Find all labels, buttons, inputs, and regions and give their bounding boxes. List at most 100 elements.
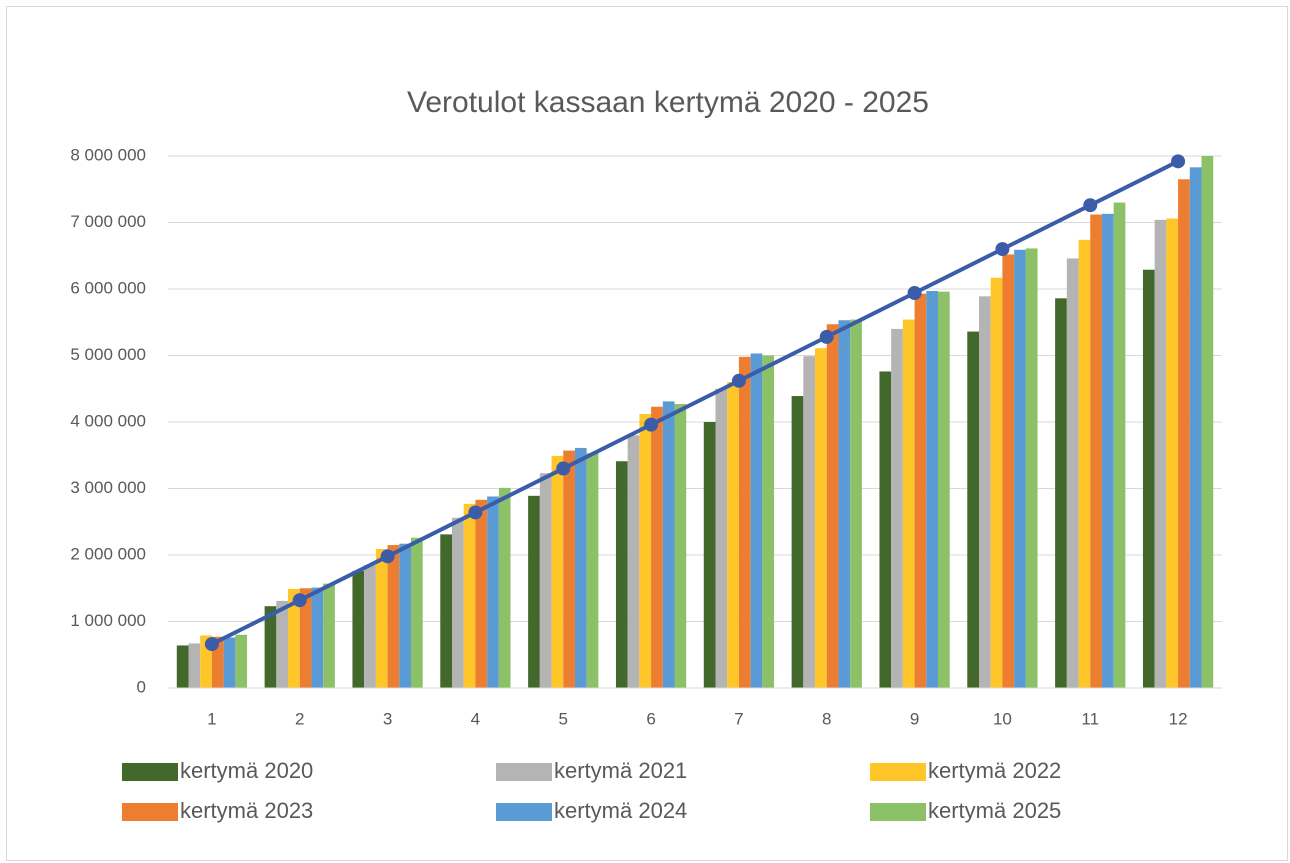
line-marker: [556, 461, 571, 476]
y-tick-label: 4 000 000: [70, 411, 146, 430]
bar: [352, 570, 365, 688]
y-tick-label: 5 000 000: [70, 345, 146, 364]
bar: [574, 447, 587, 688]
line-marker: [731, 373, 746, 388]
bar: [1178, 179, 1190, 688]
bar: [1166, 218, 1179, 688]
bar: [264, 606, 277, 688]
x-tick-label: 2: [295, 709, 304, 728]
bar: [838, 320, 851, 688]
legend-label: kertymä 2025: [928, 798, 1061, 823]
bar: [850, 319, 862, 688]
bar: [440, 534, 452, 688]
line-marker: [468, 505, 483, 520]
bar: [926, 290, 939, 688]
bar: [803, 356, 816, 688]
legend-swatch: [122, 803, 178, 821]
x-tick-label: 4: [471, 709, 480, 728]
x-tick-label: 12: [1169, 709, 1188, 728]
bar: [727, 382, 739, 688]
bar: [815, 348, 827, 688]
bar: [235, 634, 248, 688]
x-tick-label: 11: [1081, 709, 1099, 728]
bar: [211, 636, 224, 688]
bar: [188, 643, 201, 688]
chart-title: Verotulot kassaan kertymä 2020 - 2025: [407, 86, 929, 119]
bar: [715, 388, 728, 688]
bar: [311, 587, 324, 688]
legend-swatch: [870, 803, 926, 821]
bar: [738, 356, 751, 688]
bar: [826, 324, 839, 688]
line-marker: [995, 242, 1010, 257]
bar: [1189, 167, 1202, 688]
line-marker: [1083, 198, 1098, 213]
bar: [1055, 298, 1067, 688]
line-marker: [819, 329, 834, 344]
bar: [463, 503, 476, 688]
bar: [528, 495, 540, 688]
legend-swatch: [122, 763, 178, 781]
x-tick-label: 3: [383, 709, 392, 728]
bar: [967, 331, 979, 688]
line-marker: [1171, 154, 1186, 169]
bar: [475, 499, 488, 688]
bar: [978, 296, 991, 688]
bar: [674, 404, 687, 688]
bar: [200, 635, 212, 688]
bar: [1201, 156, 1214, 688]
bar: [586, 453, 599, 688]
legend-label: kertymä 2023: [180, 798, 313, 823]
bar: [323, 583, 335, 688]
bar: [1002, 254, 1015, 689]
bar: [627, 435, 640, 688]
bar: [639, 414, 652, 688]
legend-swatch: [496, 803, 552, 821]
bar: [411, 537, 423, 688]
bar: [938, 291, 950, 688]
bar: [563, 450, 575, 688]
bar: [387, 545, 400, 688]
bar: [1142, 269, 1155, 688]
x-tick-label: 8: [822, 709, 831, 728]
line-marker: [380, 549, 395, 564]
bar: [375, 549, 388, 688]
bar: [451, 517, 464, 688]
x-tick-label: 6: [646, 709, 655, 728]
bar: [539, 473, 552, 688]
bar: [651, 406, 663, 688]
bar: [914, 293, 927, 688]
x-tick-label: 10: [993, 709, 1012, 728]
y-tick-label: 0: [137, 677, 146, 696]
legend-swatch: [870, 763, 926, 781]
bar: [299, 588, 312, 688]
bar: [288, 588, 300, 688]
legend-swatch: [496, 763, 552, 781]
bar: [551, 455, 564, 688]
line-marker: [644, 417, 659, 432]
bar: [1014, 249, 1026, 688]
bar: [1154, 219, 1167, 688]
y-tick-label: 8 000 000: [70, 145, 146, 164]
y-tick-label: 1 000 000: [70, 611, 146, 630]
line-marker: [292, 593, 307, 608]
bar: [176, 645, 189, 688]
bar: [662, 401, 675, 688]
bar: [615, 461, 628, 688]
bar: [762, 355, 775, 688]
bar: [902, 319, 915, 688]
bar: [276, 600, 289, 688]
bar: [891, 328, 903, 688]
y-tick-label: 2 000 000: [70, 544, 146, 563]
bar: [990, 277, 1003, 688]
bar: [223, 637, 236, 688]
x-tick-label: 9: [910, 709, 919, 728]
y-tick-label: 7 000 000: [70, 212, 146, 231]
bar: [1101, 213, 1114, 689]
bar: [1078, 239, 1091, 689]
y-tick-label: 3 000 000: [70, 478, 146, 497]
bar: [1066, 258, 1079, 688]
legend-label: kertymä 2022: [928, 758, 1061, 783]
bar: [498, 487, 511, 688]
